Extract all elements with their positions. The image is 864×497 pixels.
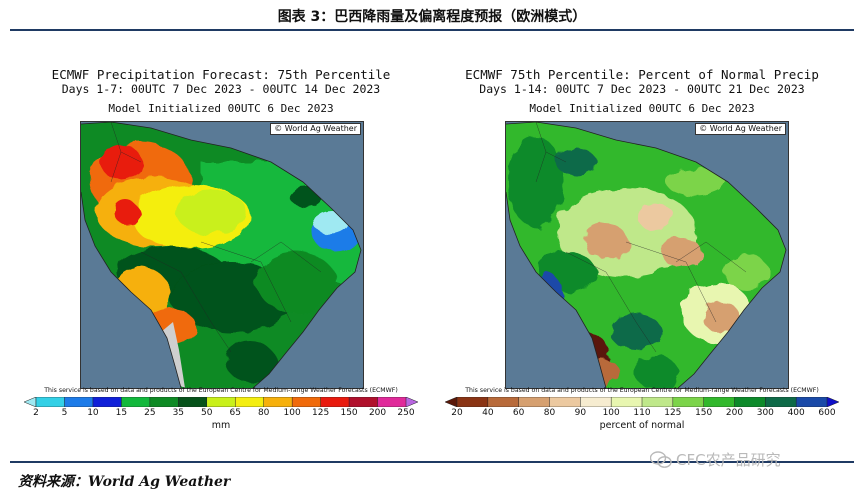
colorbar-segment [456, 397, 489, 407]
colorbar-tick-label: 60 [512, 408, 525, 418]
colorbar-tick-label: 150 [695, 408, 713, 418]
colorbar-unit: percent of normal [599, 420, 685, 431]
colorbar-segment [405, 397, 418, 407]
colorbar-tick-label: 10 [87, 408, 99, 418]
colorbar-segment [641, 397, 674, 407]
percent-normal-panel: ECMWF 75th Percentile: Percent of Normal… [437, 62, 847, 432]
colorbar-segment [291, 397, 322, 407]
colorbar-segment [765, 397, 797, 407]
colorbar-tick-label: 400 [787, 408, 805, 418]
map-init: Model Initialized 00UTC 6 Dec 2023 [108, 102, 334, 115]
colorbar-segment [580, 397, 612, 407]
colorbar-tick-label: 2 [33, 408, 39, 418]
colorbar-segment [610, 397, 643, 407]
colorbar-tick-label: 110 [633, 408, 651, 418]
colorbar-tick-label: 15 [115, 408, 128, 418]
colorbar-segment [734, 397, 767, 407]
map-disclaimer: This service is based on data and produc… [465, 387, 819, 394]
colorbar-tick-label: 35 [172, 408, 185, 418]
colorbar-tick-label: 150 [340, 408, 358, 418]
colorbar-tick-label: 100 [283, 408, 301, 418]
source-note: 资料来源：World Ag Weather [18, 474, 231, 490]
precip-forecast-panel: ECMWF Precipitation Forecast: 75th Perce… [16, 62, 426, 432]
colorbar-tick-label: 20 [451, 408, 463, 418]
colorbar-segment [234, 397, 265, 407]
colorbar-tick-label: 250 [397, 408, 415, 418]
map-title: ECMWF 75th Percentile: Percent of Normal… [465, 67, 819, 82]
precip-map-graphic [81, 122, 363, 388]
precip-colorbar [24, 397, 418, 407]
colorbar-tick-label: 65 [229, 408, 241, 418]
colorbar-unit: mm [211, 420, 231, 431]
colorbar-segment [377, 397, 407, 407]
colorbar-tick-label: 5 [61, 408, 68, 418]
map-disclaimer: This service is based on data and produc… [44, 387, 398, 394]
precip-colorbar-ticks: 2 5 10 15 25 35 50 65 80 100 125 150 200 250 [16, 408, 426, 420]
map-period: Days 1-14: 00UTC 7 Dec 2023 - 00UTC 21 D… [479, 82, 805, 96]
watermark-text: CFC农产品研究 [676, 451, 781, 469]
colorbar-segment [518, 397, 551, 407]
colorbar-segment [672, 397, 705, 407]
colorbar-tick-label: 125 [664, 408, 682, 418]
bottom-rule [10, 461, 854, 463]
colorbar-segment [24, 397, 37, 407]
colorbar-tick-label: 125 [312, 408, 330, 418]
colorbar-segment [149, 397, 180, 407]
precip-map: © World Ag Weather [80, 121, 364, 389]
colorbar-tick-label: 80 [257, 408, 270, 418]
top-rule [10, 29, 854, 31]
colorbar-segment [487, 397, 520, 407]
colorbar-segment [263, 397, 293, 407]
map-title: ECMWF Precipitation Forecast: 75th Perce… [51, 67, 391, 82]
percent-normal-colorbar-ticks: 20 40 60 80 90 100 110 125 150 200 300 400 600 [437, 408, 847, 420]
colorbar-tick-label: 90 [574, 408, 587, 418]
percent-normal-map-graphic [506, 122, 788, 388]
colorbar-tick-label: 300 [756, 408, 774, 418]
colorbar-tick-label: 200 [368, 408, 387, 418]
colorbar-segment [826, 397, 839, 407]
map-init: Model Initialized 00UTC 6 Dec 2023 [529, 102, 755, 115]
colorbar-segment [549, 397, 582, 407]
colorbar-tick-label: 40 [482, 408, 494, 418]
colorbar-segment [320, 397, 350, 407]
percent-normal-map: © World Ag Weather [505, 121, 789, 389]
colorbar-segment [178, 397, 208, 407]
watermark: CFC农产品研究 [650, 449, 781, 470]
colorbar-segment [206, 397, 236, 407]
colorbar-segment [795, 397, 828, 407]
colorbar-segment [348, 397, 379, 407]
wechat-icon [650, 450, 672, 468]
colorbar-segment [92, 397, 123, 407]
colorbar-tick-label: 200 [725, 408, 744, 418]
colorbar-segment [121, 397, 151, 407]
map-period: Days 1-7: 00UTC 7 Dec 2023 - 00UTC 14 De… [61, 82, 381, 96]
colorbar-tick-label: 80 [543, 408, 556, 418]
map-credit: © World Ag Weather [695, 123, 786, 135]
colorbar-tick-label: 100 [602, 408, 620, 418]
colorbar-tick-label: 50 [201, 408, 213, 418]
colorbar-tick-label: 25 [144, 408, 156, 418]
figure-title: 图表 3：巴西降雨量及偏离程度预报（欧洲模式） [277, 9, 587, 25]
map-credit: © World Ag Weather [270, 123, 361, 135]
colorbar-segment [35, 397, 66, 407]
colorbar-segment [64, 397, 94, 407]
colorbar-segment [703, 397, 736, 407]
colorbar-tick-label: 600 [818, 408, 836, 418]
colorbar-segment [445, 397, 458, 407]
percent-normal-colorbar [445, 397, 839, 407]
